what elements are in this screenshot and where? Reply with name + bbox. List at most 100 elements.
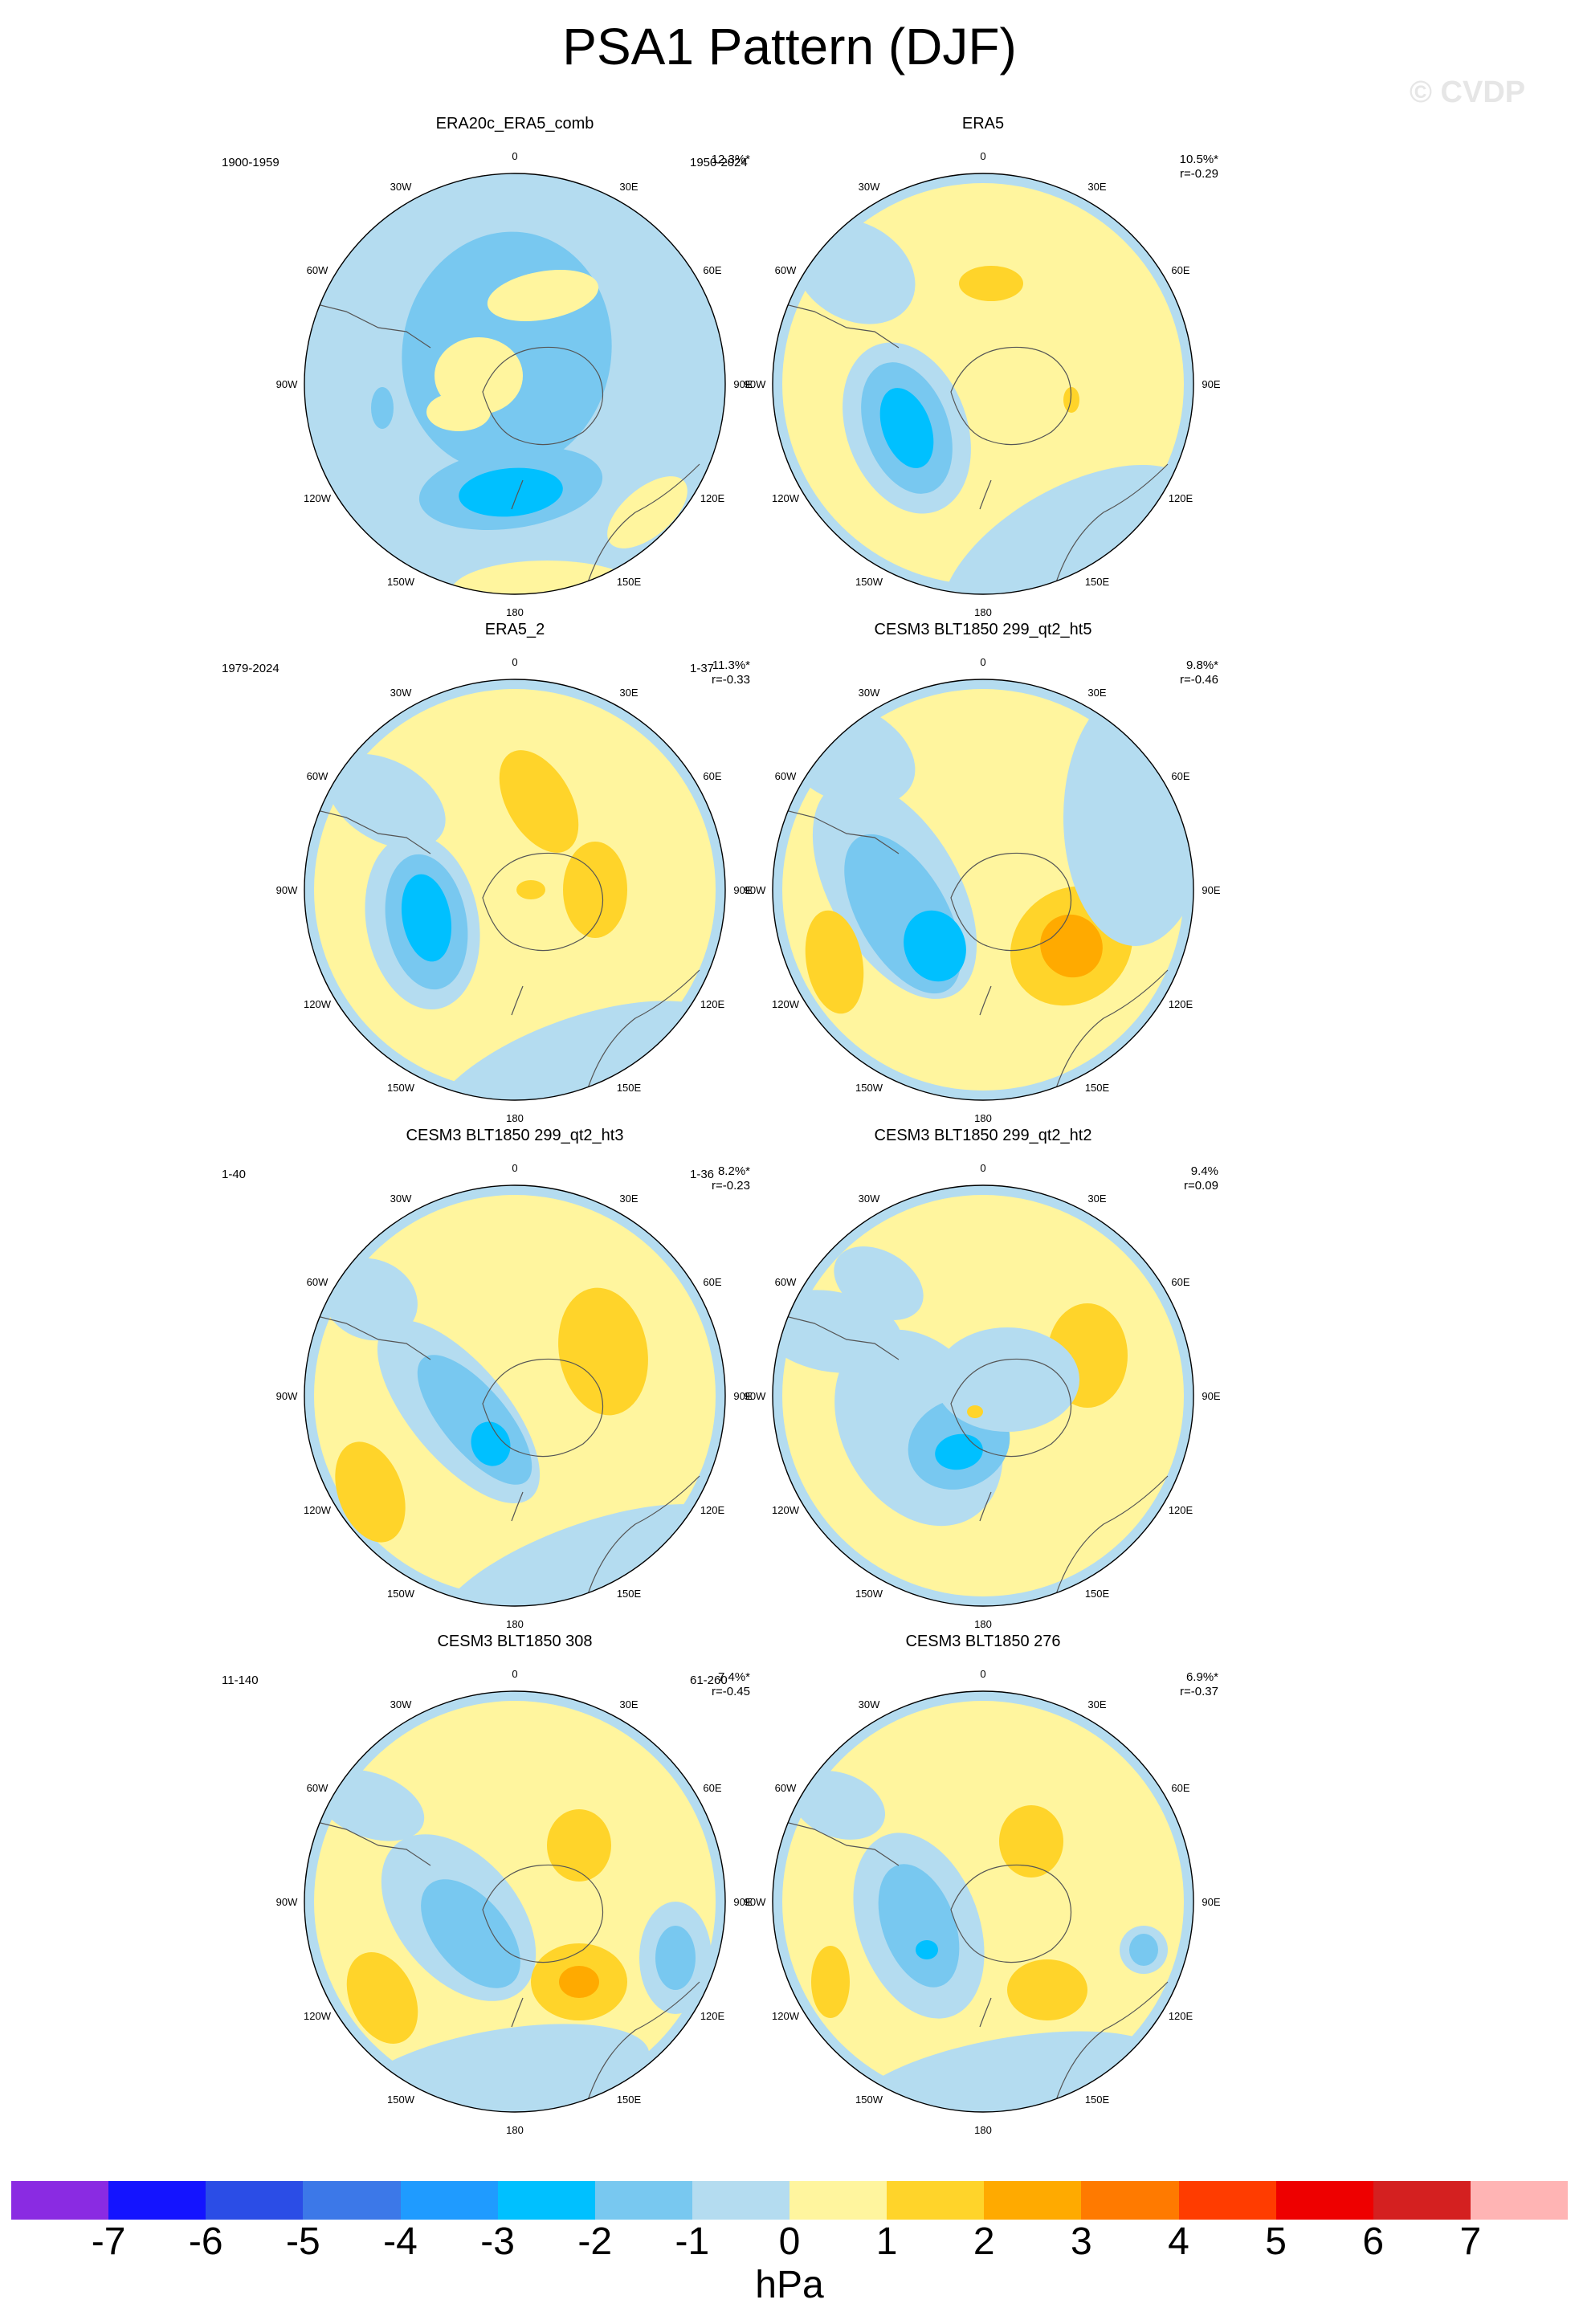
longitude-label: 60E	[703, 770, 721, 782]
new-zealand-coastline	[511, 1997, 524, 2028]
colorbar-cell	[108, 2181, 206, 2220]
longitude-label: 120E	[1169, 1504, 1193, 1516]
explained-variance: 12.3%*	[711, 153, 750, 166]
south-america-coastline	[313, 1315, 431, 1360]
longitude-label: 0	[512, 150, 517, 162]
longitude-label: 150E	[617, 2094, 642, 2106]
anomaly-contour	[1129, 1934, 1158, 1966]
longitude-label: 30W	[390, 1193, 412, 1205]
anomaly-contour	[547, 1809, 611, 1882]
polar-map: 0 30E 60E 90E 120E 150E 180 150W 120W 90W 60W 30W	[745, 150, 1221, 618]
longitude-label: 30E	[619, 181, 638, 193]
south-america-coastline	[781, 1820, 900, 1866]
panel-title: CESM3 BLT1850 276	[905, 1633, 1061, 1650]
map-border	[304, 173, 726, 595]
map-panel: CESM3 BLT1850 276 61-260 6.9%* r=-0.37 0 30E 6…	[658, 1632, 1365, 2146]
longitude-label: 60W	[307, 264, 328, 276]
colorbar-tick-label: -2	[577, 2220, 613, 2263]
south-america-coastline	[313, 809, 431, 854]
correlation: r=-0.23	[712, 1179, 750, 1193]
panel-title: ERA20c_ERA5_comb	[435, 115, 594, 133]
panel-stats: 9.8%* r=-0.46	[1010, 658, 1218, 687]
anomaly-contour	[834, 1246, 924, 1320]
australia-coastline	[1055, 463, 1169, 585]
panel-period: 1979-2024	[222, 662, 279, 675]
longitude-label: 120W	[304, 1504, 332, 1516]
anomaly-contour	[421, 1879, 520, 1988]
panel-title: CESM3 BLT1850 308	[437, 1633, 593, 1650]
anomaly-contour	[916, 1940, 938, 1959]
longitude-label: 30W	[859, 1698, 880, 1710]
longitude-label: 30W	[390, 687, 412, 699]
new-zealand-coastline	[979, 479, 992, 510]
colorbar-tick-label: 6	[1362, 2220, 1385, 2263]
anomaly-contour	[935, 1327, 1079, 1432]
longitude-label: 90W	[276, 1896, 298, 1908]
longitude-label: 120E	[700, 1504, 725, 1516]
panel-period: 1-40	[222, 1168, 247, 1181]
longitude-label: 0	[512, 656, 517, 668]
colorbar-tick-label: 2	[973, 2220, 995, 2263]
longitude-label: 120W	[772, 998, 800, 1010]
longitude-label: 120W	[304, 998, 332, 1010]
colorbar-cell	[1373, 2181, 1471, 2220]
longitude-label: 150W	[855, 1588, 883, 1600]
panel-period: 1900-1959	[222, 156, 279, 169]
longitude-label: 90E	[1202, 884, 1220, 896]
explained-variance: 11.3%*	[712, 658, 750, 672]
panel-stats: 9.4% r=0.09	[1010, 1164, 1218, 1193]
colorbar-cell	[1081, 2181, 1179, 2220]
correlation: r=0.09	[1184, 1179, 1218, 1193]
longitude-label: 60W	[307, 1782, 328, 1794]
longitude-label: 120E	[700, 2010, 725, 2022]
longitude-label: 90E	[733, 884, 752, 896]
australia-coastline	[586, 1475, 700, 1597]
longitude-label: 60W	[307, 770, 328, 782]
longitude-label: 90E	[1202, 1390, 1220, 1402]
correlation: r=-0.46	[1180, 673, 1218, 687]
longitude-label: 60W	[775, 1276, 797, 1288]
anomaly-contour	[323, 1258, 418, 1341]
anomaly-contour	[935, 1433, 983, 1470]
colorbar-tick-label: -3	[480, 2220, 515, 2263]
antarctica-coastline	[950, 1864, 1072, 1963]
anomaly-contour	[316, 1769, 425, 1841]
new-zealand-coastline	[979, 1491, 992, 1522]
longitude-label: 90W	[745, 1390, 766, 1402]
map-border	[304, 1184, 726, 1607]
panel-stats: 10.5%* r=-0.29	[1010, 153, 1218, 181]
longitude-label: 0	[980, 150, 985, 162]
explained-variance: 9.8%*	[1185, 658, 1218, 672]
panel-title: CESM3 BLT1850 299_qt2_ht5	[874, 621, 1092, 638]
longitude-label: 150E	[1085, 576, 1110, 588]
longitude-label: 180	[974, 1618, 992, 1630]
anomaly-contour	[904, 910, 966, 982]
longitude-label: 60E	[1171, 1276, 1189, 1288]
panel-stats: 6.9%* r=-0.37	[1010, 1670, 1218, 1699]
colorbar-cell	[1470, 2181, 1568, 2220]
colorbar-cell	[887, 2181, 985, 2220]
map-panel: CESM3 BLT1850 299_qt2_ht3 1-40 8.2%* r=-0.2…	[190, 1126, 896, 1640]
anomaly-contour	[559, 1966, 599, 1998]
longitude-label: 30W	[859, 181, 880, 193]
map-border	[304, 679, 726, 1101]
longitude-label: 150W	[387, 576, 415, 588]
longitude-label: 30E	[1087, 1698, 1106, 1710]
longitude-label: 60W	[775, 770, 797, 782]
map-panel: ERA5 1950-2024 10.5%* r=-0.29 0 30E 60E 90E 120E…	[658, 114, 1365, 628]
panel-stats: 8.2%* r=-0.23	[541, 1164, 750, 1193]
longitude-label: 120W	[772, 2010, 800, 2022]
colorbar-cell	[1275, 2181, 1373, 2220]
new-zealand-coastline	[511, 1491, 524, 1522]
longitude-label: 30E	[619, 1193, 638, 1205]
longitude-label: 90E	[733, 1896, 752, 1908]
longitude-label: 180	[974, 2124, 992, 2136]
panel-stats: 12.3%*	[541, 153, 750, 167]
colorbar-cell	[11, 2181, 109, 2220]
anomaly-contour	[805, 910, 864, 1014]
new-zealand-coastline	[979, 1997, 992, 2028]
anomaly-contour	[848, 2031, 1166, 2112]
colorbar-tick-label: -7	[91, 2220, 126, 2263]
longitude-label: 60W	[775, 264, 797, 276]
watermark: © CVDP	[1410, 75, 1526, 109]
